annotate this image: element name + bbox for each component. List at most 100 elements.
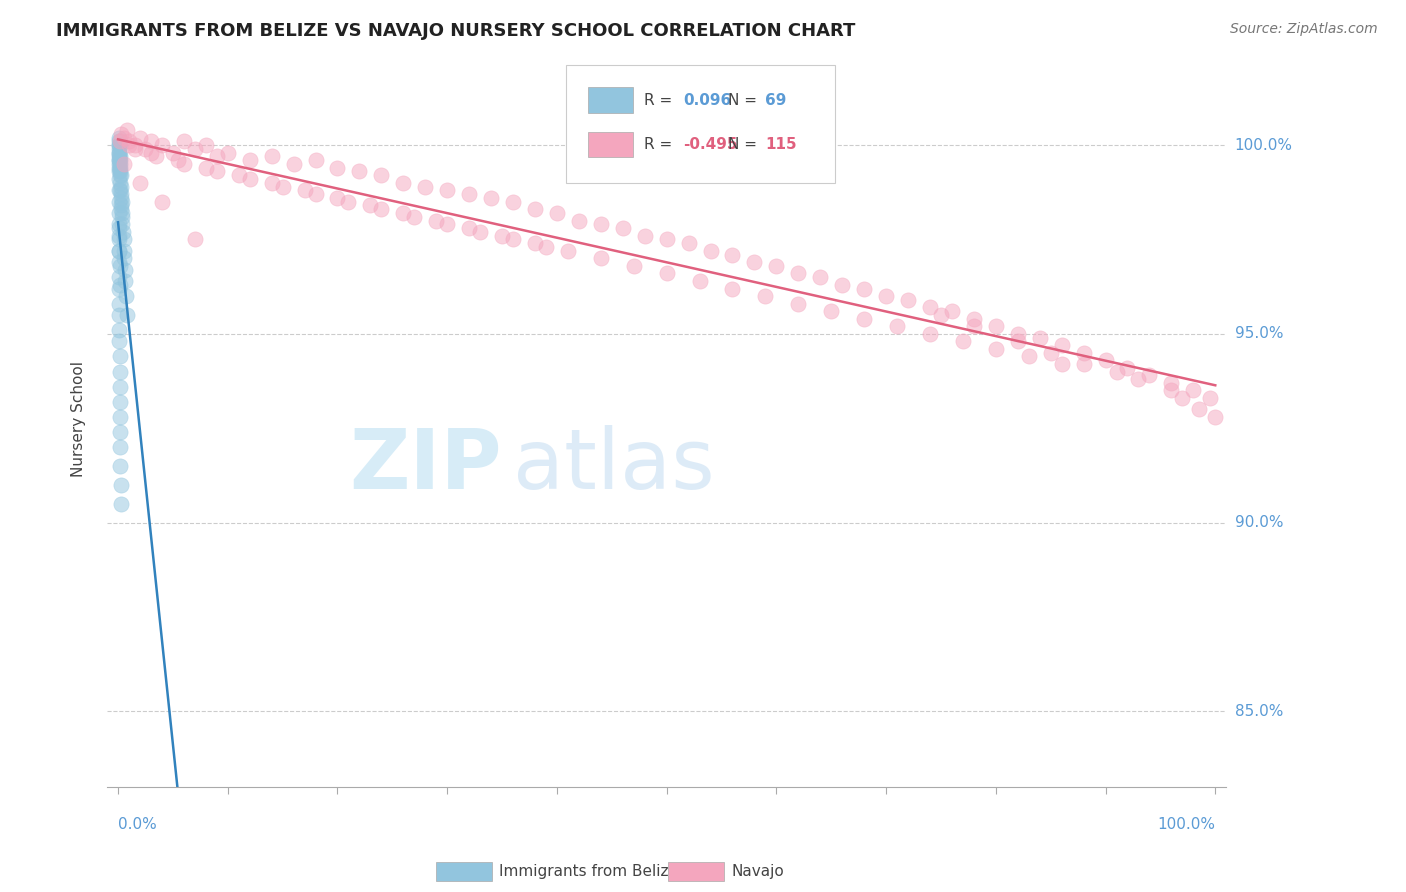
Point	[205, 149, 228, 163]
Point	[655, 267, 678, 281]
Point	[260, 176, 283, 190]
Point	[404, 210, 426, 224]
Point	[110, 153, 132, 168]
Text: IMMIGRANTS FROM BELIZE VS NAVAJO NURSERY SCHOOL CORRELATION CHART: IMMIGRANTS FROM BELIZE VS NAVAJO NURSERY…	[56, 22, 856, 40]
Point	[110, 191, 132, 205]
Point	[108, 145, 131, 160]
Point	[1050, 357, 1073, 371]
FancyBboxPatch shape	[588, 87, 633, 113]
Point	[108, 270, 131, 285]
Point	[108, 161, 131, 175]
Point	[304, 187, 326, 202]
Point	[436, 218, 458, 232]
Point	[326, 191, 349, 205]
Point	[984, 319, 1007, 334]
Point	[150, 138, 173, 153]
Point	[1182, 384, 1205, 398]
Point	[108, 350, 131, 364]
Point	[228, 168, 250, 182]
Point	[118, 138, 141, 153]
Point	[260, 149, 283, 163]
Point	[524, 236, 547, 251]
Point	[112, 232, 135, 246]
Point	[502, 232, 524, 246]
Point	[108, 168, 131, 182]
Text: 90.0%: 90.0%	[1234, 515, 1284, 530]
Point	[754, 289, 776, 303]
Point	[108, 138, 131, 153]
Text: 69: 69	[765, 94, 786, 108]
Point	[114, 262, 136, 277]
Point	[118, 134, 141, 148]
Point	[546, 206, 568, 220]
Point	[589, 252, 612, 266]
Point	[689, 274, 711, 288]
Point	[929, 308, 952, 322]
Text: 100.0%: 100.0%	[1234, 137, 1292, 153]
Point	[808, 270, 831, 285]
Point	[108, 259, 131, 273]
Point	[162, 145, 184, 160]
Point	[112, 244, 135, 258]
Point	[534, 240, 557, 254]
Point	[589, 218, 612, 232]
Point	[744, 255, 766, 269]
Point	[108, 194, 131, 209]
Point	[115, 308, 138, 322]
Point	[491, 228, 513, 243]
Point	[167, 153, 190, 168]
Point	[108, 409, 131, 424]
Point	[820, 304, 842, 318]
Point	[111, 225, 134, 239]
Point	[108, 323, 131, 337]
Text: 115: 115	[765, 137, 797, 153]
Point	[326, 161, 349, 175]
Point	[831, 277, 853, 292]
Point	[875, 289, 897, 303]
Point	[194, 138, 217, 153]
Point	[110, 164, 132, 178]
Point	[110, 176, 132, 190]
Point	[1007, 326, 1029, 341]
Point	[787, 267, 810, 281]
Point	[425, 213, 447, 227]
Point	[479, 191, 502, 205]
Point	[304, 153, 326, 168]
Point	[853, 311, 876, 326]
Point	[108, 157, 131, 171]
Point	[634, 228, 657, 243]
Point	[107, 153, 129, 168]
Point	[129, 176, 152, 190]
Point	[1160, 376, 1182, 390]
Point	[853, 281, 876, 295]
Point	[145, 149, 167, 163]
Text: 0.096: 0.096	[683, 94, 731, 108]
Point	[108, 206, 131, 220]
Point	[239, 172, 262, 186]
Point	[612, 221, 634, 235]
Point	[110, 497, 132, 511]
Point	[217, 145, 239, 160]
Point	[787, 296, 810, 310]
FancyBboxPatch shape	[588, 132, 633, 157]
Point	[112, 157, 135, 171]
Text: R =: R =	[644, 94, 678, 108]
Point	[359, 198, 381, 212]
Point	[110, 187, 132, 202]
Point	[129, 130, 152, 145]
Point	[107, 183, 129, 197]
Point	[557, 244, 579, 258]
Point	[1188, 402, 1211, 417]
Point	[370, 168, 392, 182]
Text: 95.0%: 95.0%	[1234, 326, 1284, 342]
Point	[458, 187, 481, 202]
Text: N =: N =	[728, 137, 762, 153]
Point	[107, 221, 129, 235]
Point	[294, 183, 316, 197]
Point	[124, 142, 146, 156]
Point	[139, 134, 162, 148]
Point	[108, 308, 131, 322]
Point	[1073, 357, 1095, 371]
Point	[110, 127, 132, 141]
Text: R =: R =	[644, 137, 678, 153]
